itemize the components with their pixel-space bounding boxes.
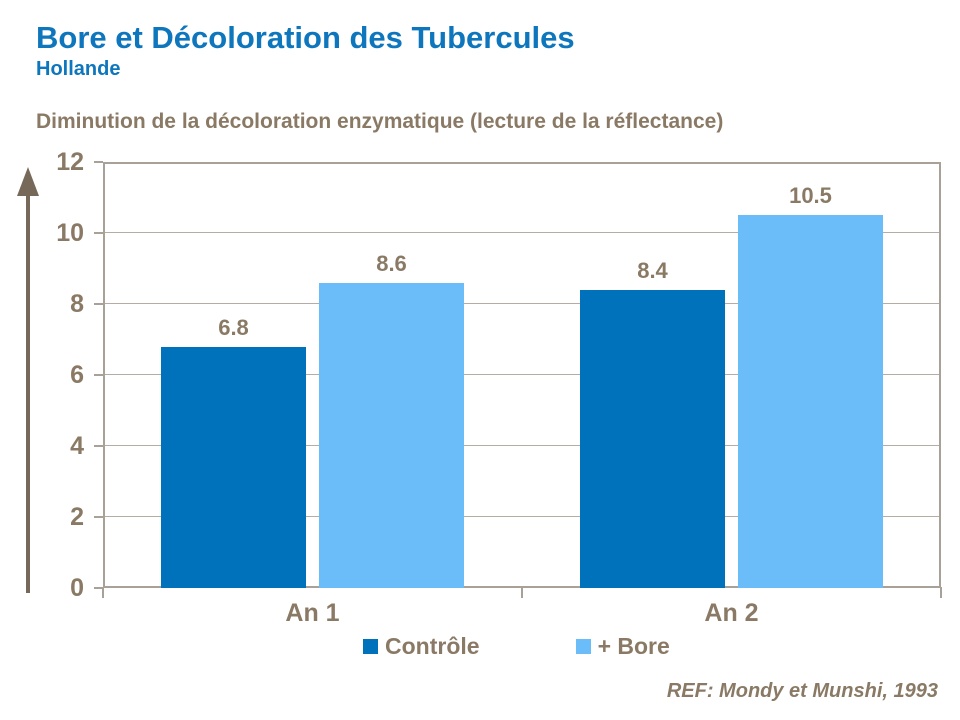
y-axis-tick-label: 4 [70, 432, 84, 460]
y-axis-tick-label: 6 [70, 361, 84, 389]
bars-layer: 6.8 8.6 8.4 10.5 [103, 162, 941, 588]
y-axis-tick-label: 10 [56, 219, 84, 247]
legend: Contrôle + Bore [363, 633, 670, 660]
x-axis-label-an-2: An 2 [704, 599, 759, 627]
x-axis-tick-mark [102, 587, 104, 598]
legend-swatch-contr-le [363, 639, 378, 654]
y-axis-tick-mark [94, 374, 103, 376]
gridline [105, 303, 939, 304]
bar-contr-le-an-1 [161, 346, 306, 588]
y-axis-tick-label: 12 [56, 148, 84, 176]
reference-text: REF: Mondy et Munshi, 1993 [666, 680, 938, 702]
y-axis-tick-label: 2 [70, 503, 84, 531]
legend-swatch-bore [575, 639, 591, 654]
x-axis-tick-mark [521, 587, 523, 598]
legend-label: + Bore [597, 633, 670, 659]
x-axis-label-an-1: An 1 [285, 599, 340, 627]
chart-heading: Diminution de la décoloration enzymatiqu… [36, 110, 724, 133]
y-axis-tick-label: 8 [70, 290, 84, 318]
y-axis-tick-mark [94, 445, 103, 447]
bar-value-label: 10.5 [789, 183, 832, 209]
bar-bore-an-2 [738, 215, 883, 588]
y-axis-tick-label: 0 [70, 574, 84, 602]
page-subtitle: Hollande [36, 58, 121, 80]
legend-item-contr-le: Contrôle [363, 633, 480, 660]
y-axis-tick-mark [94, 232, 103, 234]
y-axis-tick-mark [94, 587, 103, 589]
bar-bore-an-1 [319, 282, 464, 588]
bar-contr-le-an-2 [580, 289, 725, 588]
page-title: Bore et Décoloration des Tubercules [36, 20, 575, 55]
gridline [105, 374, 939, 375]
y-axis-tick-mark [94, 303, 103, 305]
bar-value-label: 8.4 [637, 257, 668, 283]
gridline [105, 232, 939, 233]
gridline [105, 516, 939, 517]
y-axis-arrow-icon [17, 167, 39, 593]
bar-value-label: 6.8 [218, 314, 249, 340]
gridline [105, 445, 939, 446]
bar-value-label: 8.6 [376, 250, 407, 276]
x-axis-tick-mark [940, 587, 942, 598]
y-axis-tick-mark [94, 161, 103, 163]
y-axis-tick-mark [94, 516, 103, 518]
legend-label: Contrôle [385, 633, 480, 659]
legend-item-bore: + Bore [575, 633, 670, 660]
